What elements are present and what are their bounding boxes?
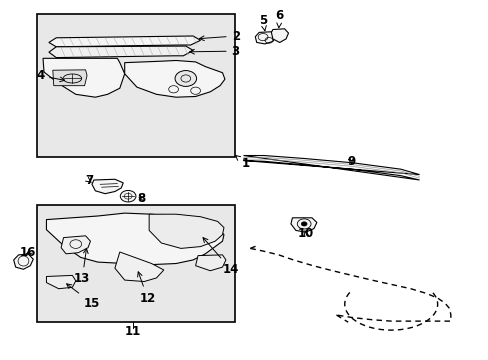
Text: 1: 1 bbox=[235, 156, 249, 170]
Circle shape bbox=[120, 190, 136, 202]
Text: 8: 8 bbox=[138, 192, 145, 204]
Circle shape bbox=[175, 71, 196, 86]
Polygon shape bbox=[124, 60, 224, 97]
Circle shape bbox=[301, 222, 306, 226]
Text: 10: 10 bbox=[297, 227, 313, 240]
Text: 7: 7 bbox=[85, 174, 93, 187]
Polygon shape bbox=[255, 32, 276, 44]
Text: 9: 9 bbox=[346, 155, 354, 168]
Text: 3: 3 bbox=[189, 45, 239, 58]
Text: 11: 11 bbox=[124, 325, 141, 338]
Text: 15: 15 bbox=[66, 284, 100, 310]
Text: 14: 14 bbox=[203, 238, 239, 276]
Polygon shape bbox=[49, 46, 193, 58]
Polygon shape bbox=[195, 255, 225, 271]
FancyBboxPatch shape bbox=[37, 205, 234, 322]
Polygon shape bbox=[92, 179, 123, 194]
Text: 16: 16 bbox=[20, 246, 37, 259]
Polygon shape bbox=[46, 213, 224, 265]
Polygon shape bbox=[43, 58, 124, 97]
Polygon shape bbox=[53, 70, 87, 86]
Polygon shape bbox=[290, 218, 316, 232]
FancyBboxPatch shape bbox=[37, 14, 234, 157]
Polygon shape bbox=[49, 36, 200, 47]
Polygon shape bbox=[271, 29, 288, 42]
Text: 12: 12 bbox=[137, 272, 156, 305]
Polygon shape bbox=[115, 252, 163, 282]
Text: 4: 4 bbox=[36, 69, 64, 82]
Polygon shape bbox=[61, 236, 90, 254]
Polygon shape bbox=[46, 275, 76, 289]
Text: 6: 6 bbox=[275, 9, 283, 28]
Polygon shape bbox=[243, 156, 419, 180]
Text: 5: 5 bbox=[259, 14, 266, 31]
Polygon shape bbox=[14, 254, 33, 269]
Text: 2: 2 bbox=[199, 30, 239, 42]
Polygon shape bbox=[149, 214, 224, 248]
Text: 13: 13 bbox=[74, 249, 90, 285]
